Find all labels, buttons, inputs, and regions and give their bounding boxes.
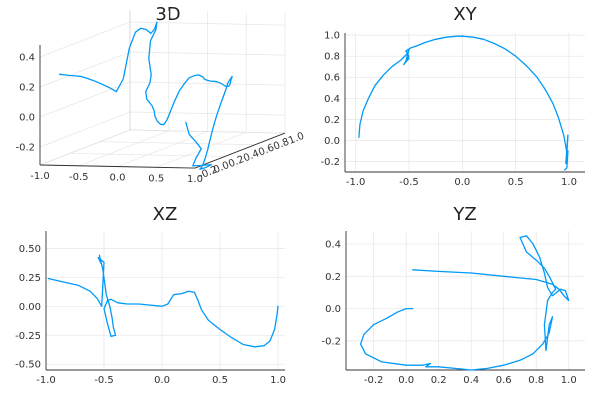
panel-yz-tick-labels: -0.2 0.0 0.2 0.4 0.6 0.8 1.0 -0.2 0.0 0.2 0.4 — [321, 239, 576, 386]
series-line — [47, 254, 279, 348]
series-line — [358, 35, 569, 171]
y-tick-label: 1.0 — [287, 131, 306, 147]
wall-gridline — [39, 21, 131, 58]
panel-3d-trace — [58, 21, 233, 170]
panel-yz-axes — [345, 231, 585, 371]
y-tick-label: 0.6 — [324, 73, 340, 84]
z-tick-label: 0.0 — [19, 113, 35, 124]
y-tick-label: -0.50 — [15, 360, 41, 371]
y-tick-label: -0.2 — [320, 157, 340, 168]
z-tick-label: 0.4 — [19, 53, 35, 64]
panel-xy-tick-labels: -1.0 -0.5 0.0 0.5 1.0 -0.2 0.0 0.2 0.4 0.6 0.8 1.0 — [320, 31, 576, 188]
y-tick-label: 0.0 — [324, 136, 340, 147]
y-tick-label: 0.2 — [325, 272, 341, 283]
y-tick-label: 0.6 — [257, 142, 276, 158]
y-tick-label: -0.25 — [15, 331, 41, 342]
panel-xz-grid — [45, 231, 285, 370]
x-tick-label: -1.0 — [346, 177, 366, 188]
panel-3d: 3D -1.0 -0.5 0.0 0.5 1.0-0.20.00.20.40.60.81… — [15, 4, 305, 185]
x-tick-label: 0.5 — [148, 173, 164, 184]
panel-xz-trace — [47, 254, 279, 348]
x-tick-label: 0.6 — [496, 375, 512, 386]
series-line — [359, 235, 570, 371]
x-tick-label: 0.4 — [463, 375, 479, 386]
y-tick-label: 0.00 — [19, 302, 41, 313]
floor-gridline — [69, 152, 226, 157]
floor-gridline — [39, 129, 131, 166]
panel-yz-title: YZ — [452, 204, 476, 225]
x-tick-label: 0.0 — [454, 177, 470, 188]
wall-gridline — [39, 81, 131, 118]
x-tick-label: -0.2 — [364, 375, 384, 386]
panel-xz-axes — [45, 231, 285, 371]
y-axis-line — [194, 132, 286, 169]
panel-xy-title: XY — [453, 4, 477, 25]
y-tick-label: 0.0 — [212, 160, 231, 176]
x-tick-label: 1.0 — [561, 177, 577, 188]
y-tick-label: -0.2 — [321, 336, 341, 347]
series-line — [58, 21, 233, 170]
y-tick-label: 1.0 — [324, 31, 340, 42]
x-tick-label: -1.0 — [30, 171, 50, 182]
y-tick-label: 0.8 — [324, 52, 340, 63]
panel-yz-trace — [359, 235, 570, 371]
panel-3d-title: 3D — [155, 4, 180, 25]
x-tick-label: 0.0 — [154, 375, 170, 386]
y-tick-label: 0.50 — [19, 244, 41, 255]
y-tick-label: 0.25 — [19, 273, 41, 284]
panel-xz: XZ -1.0 -0.5 0.0 0.5 1.0 -0.50 -0.25 0.00 0.25 0.… — [15, 204, 286, 386]
panel-yz: YZ -0.2 0.0 0.2 0.4 0.6 0.8 1.0 -0.2 0.0 0.2 0.4 — [321, 204, 585, 386]
panel-xy-axes — [344, 33, 585, 173]
x-tick-label: 0.2 — [431, 375, 447, 386]
z-tick-label: 0.2 — [19, 83, 35, 94]
y-tick-label: 0.0 — [325, 304, 341, 315]
y-tick-label: 0.2 — [324, 115, 340, 126]
x-tick-label: -0.5 — [94, 375, 114, 386]
x-tick-label: -0.5 — [399, 177, 419, 188]
x-tick-label: 0.0 — [110, 173, 126, 184]
x-tick-label: 0.0 — [398, 375, 414, 386]
x-axis-line — [39, 164, 196, 169]
panel-xz-title: XZ — [153, 204, 178, 225]
panel-xz-tick-labels: -1.0 -0.5 0.0 0.5 1.0 -0.50 -0.25 0.00 0.25 0.50 — [15, 244, 286, 386]
panel-yz-grid — [346, 231, 585, 370]
wall-gridline — [39, 51, 131, 88]
panel-3d-tick-labels: -1.0 -0.5 0.0 0.5 1.0-0.20.00.20.40.60.81.0-… — [15, 53, 305, 186]
wall-gridline — [39, 111, 131, 148]
panel-xy-grid — [345, 33, 585, 172]
z-tick-label: -0.2 — [15, 143, 35, 154]
x-tick-label: 0.8 — [528, 375, 544, 386]
x-tick-label: 0.5 — [212, 375, 228, 386]
x-tick-label: -0.5 — [69, 172, 89, 183]
panel-xy-trace — [358, 35, 569, 171]
floor-gridline — [99, 141, 256, 146]
panel-3d-frame — [39, 10, 286, 169]
x-tick-label: 1.0 — [561, 375, 577, 386]
y-tick-label: 0.4 — [324, 94, 340, 105]
x-tick-label: -1.0 — [36, 375, 56, 386]
x-tick-label: 1.0 — [187, 174, 203, 185]
panel-xy: XY -1.0 -0.5 0.0 0.5 1.0 -0.2 0.0 0.2 0.4 0.6 0.8 1… — [320, 4, 585, 188]
y-tick-label: 0.4 — [325, 239, 341, 250]
x-tick-label: 0.5 — [508, 177, 524, 188]
floor-gridline — [78, 130, 169, 167]
x-tick-label: 1.0 — [270, 375, 286, 386]
